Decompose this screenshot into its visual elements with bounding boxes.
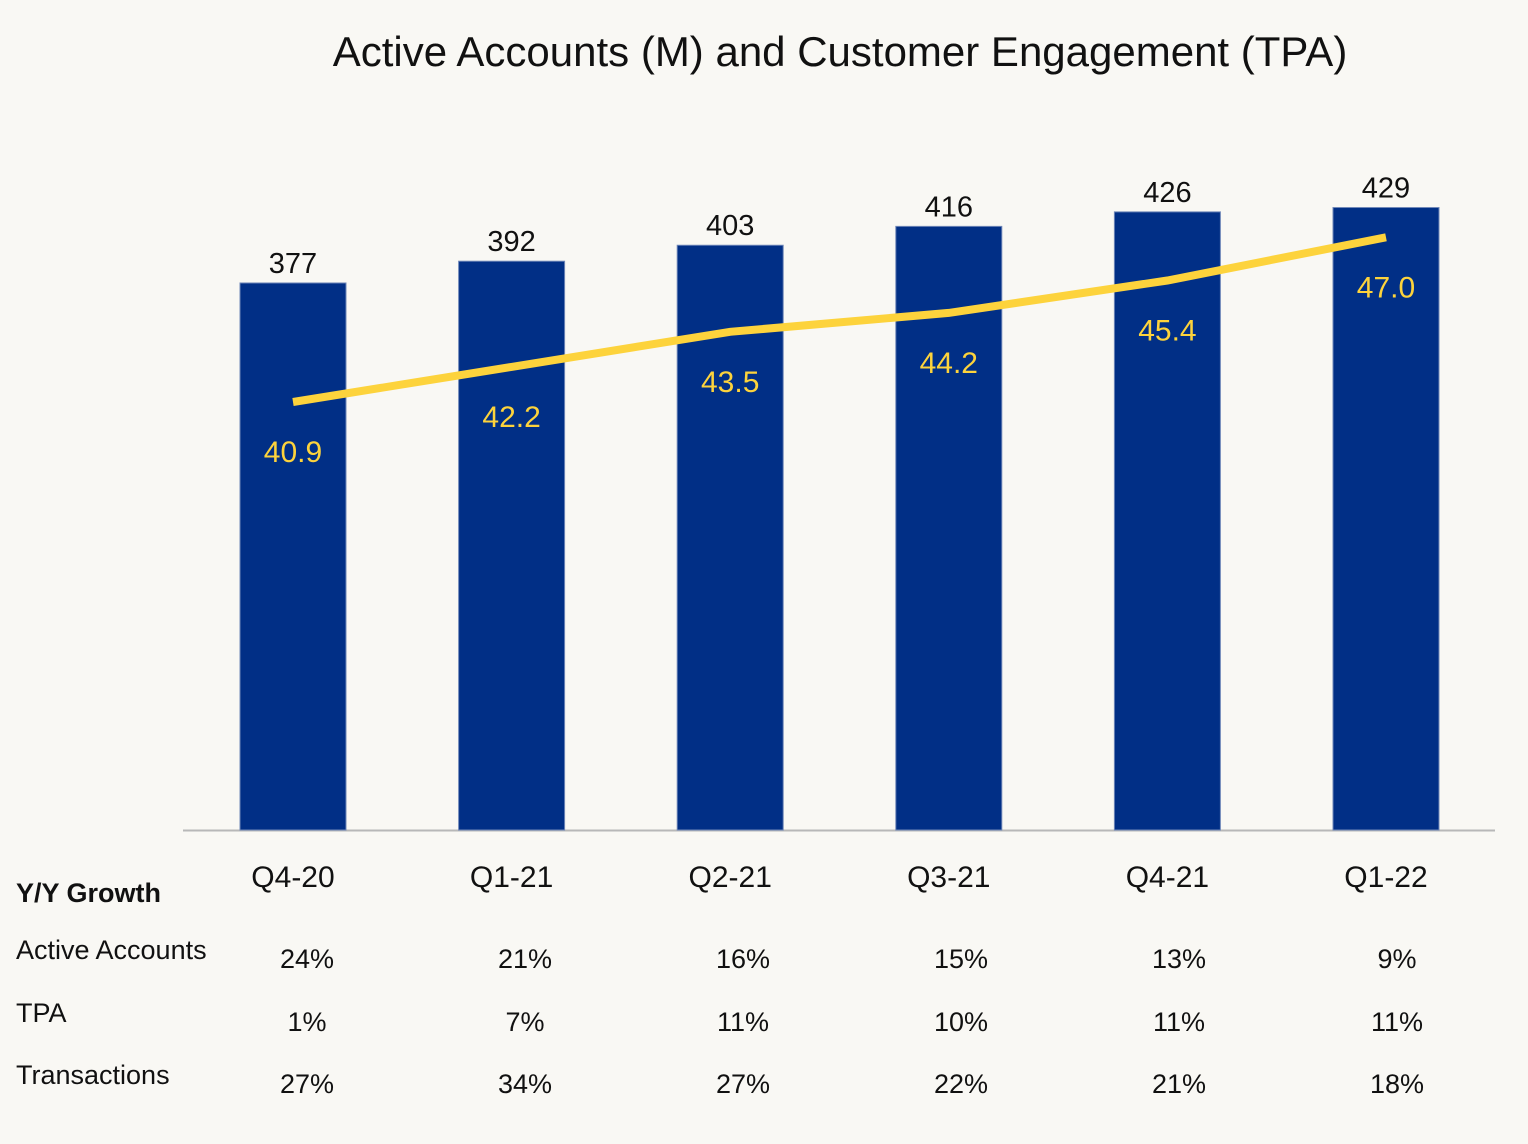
x-tick-label: Q1-21 xyxy=(470,861,553,894)
table-row-label: Active Accounts xyxy=(16,935,207,965)
tpa-label: 43.5 xyxy=(701,366,759,399)
table-row-label: Transactions xyxy=(16,1060,170,1090)
table-cell: 11% xyxy=(1370,1007,1424,1037)
bar xyxy=(676,244,784,831)
tpa-label: 47.0 xyxy=(1357,271,1415,304)
table-cell: 15% xyxy=(933,944,989,974)
bar-label: 429 xyxy=(1362,173,1410,205)
table-cell: 1% xyxy=(287,1007,327,1037)
table-cell: 10% xyxy=(933,1007,989,1037)
x-tick-label: Q4-21 xyxy=(1126,861,1209,894)
bar-label: 403 xyxy=(706,210,754,242)
table-cell: 27% xyxy=(715,1069,771,1099)
table-cell: 11% xyxy=(716,1007,770,1037)
tpa-label: 42.2 xyxy=(482,401,540,434)
table-cell: 11% xyxy=(1152,1007,1206,1037)
bar xyxy=(458,260,566,831)
table-cell: 22% xyxy=(933,1069,989,1099)
table-cell: 18% xyxy=(1369,1069,1425,1099)
bar-label: 416 xyxy=(925,191,973,223)
tpa-label: 40.9 xyxy=(264,436,322,469)
table-cell: 21% xyxy=(1151,1069,1207,1099)
table-cell: 21% xyxy=(497,944,553,974)
table-cell: 34% xyxy=(497,1069,553,1099)
table-cell: 7% xyxy=(505,1007,545,1037)
tpa-line xyxy=(292,233,1387,406)
bar xyxy=(1332,207,1440,831)
table-cell: 27% xyxy=(279,1069,335,1099)
x-tick-label: Q1-22 xyxy=(1344,861,1427,894)
table-header: Y/Y Growth xyxy=(16,878,162,908)
table-row-label: TPA xyxy=(16,998,67,1028)
chart-title: Active Accounts (M) and Customer Engagem… xyxy=(332,28,1348,75)
bar xyxy=(239,282,347,831)
table-cell: 16% xyxy=(715,944,771,974)
tpa-label: 45.4 xyxy=(1138,315,1196,348)
table-cell: 13% xyxy=(1151,944,1207,974)
table-cell: 24% xyxy=(279,944,335,974)
bar xyxy=(1113,211,1221,831)
bar xyxy=(895,225,1003,831)
tpa-label: 44.2 xyxy=(920,347,978,380)
bar-label: 377 xyxy=(269,248,317,280)
x-tick-label: Q4-20 xyxy=(251,861,334,894)
bar-label: 392 xyxy=(487,226,535,258)
table-cell: 9% xyxy=(1377,944,1417,974)
x-tick-label: Q3-21 xyxy=(907,861,990,894)
bar-label: 426 xyxy=(1143,177,1191,209)
x-tick-label: Q2-21 xyxy=(689,861,772,894)
